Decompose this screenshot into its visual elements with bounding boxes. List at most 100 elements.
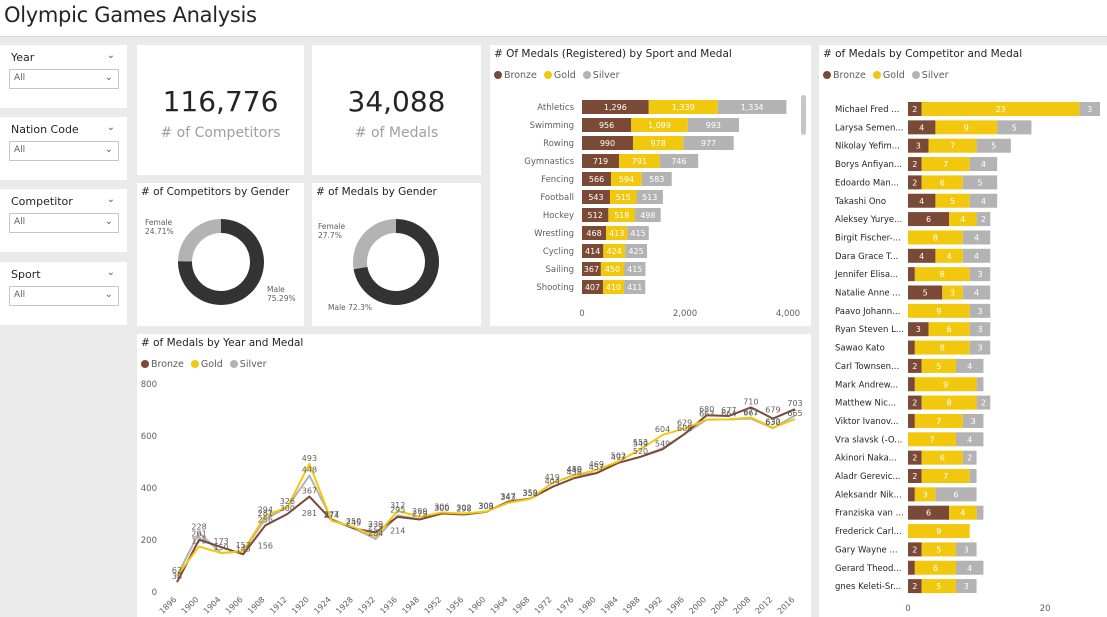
bar-bronze[interactable] xyxy=(908,542,922,557)
bar-silver[interactable] xyxy=(636,190,663,204)
bar-gold[interactable] xyxy=(602,280,625,294)
medals-by-year-chart[interactable]: # of Medals by Year and Medal Bronze Gol… xyxy=(137,334,811,617)
bar-gold[interactable] xyxy=(606,226,628,240)
donut-slice-female[interactable] xyxy=(353,219,396,270)
legend-bronze[interactable]: Bronze xyxy=(141,359,184,370)
chevron-down-icon[interactable]: ⌄ xyxy=(104,72,113,83)
bar-gold[interactable] xyxy=(921,469,970,483)
bar-gold[interactable] xyxy=(949,212,977,227)
bar-silver[interactable] xyxy=(624,280,646,294)
bar-gold[interactable] xyxy=(608,208,636,222)
bar-silver[interactable] xyxy=(962,248,991,263)
bar-gold[interactable] xyxy=(600,262,625,276)
bar-bronze[interactable] xyxy=(582,136,633,150)
bar-gold[interactable] xyxy=(921,395,977,410)
bar-silver[interactable] xyxy=(997,120,1032,135)
bar-silver[interactable] xyxy=(956,560,984,575)
competitors-by-gender-chart[interactable]: # of Competitors by Gender Female 24.71% M… xyxy=(137,183,304,326)
chevron-down-icon[interactable]: ⌄ xyxy=(106,194,115,205)
bar-bronze[interactable] xyxy=(908,377,915,392)
donut-slice-male[interactable] xyxy=(353,219,439,305)
chevron-down-icon[interactable]: ⌄ xyxy=(104,216,113,227)
bar-bronze[interactable] xyxy=(908,193,936,208)
bar-bronze[interactable] xyxy=(582,280,603,294)
line-silver[interactable] xyxy=(176,414,796,577)
bar-bronze[interactable] xyxy=(908,138,929,153)
bar-bronze[interactable] xyxy=(908,358,922,373)
bar-silver[interactable] xyxy=(962,285,991,300)
stacked-bar-chart[interactable]: Athletics 1,296 1,339 1,334 Swimming 956 1,099… xyxy=(490,45,811,326)
bar-silver[interactable] xyxy=(627,226,649,240)
bar-gold[interactable] xyxy=(914,377,977,392)
bar-bronze[interactable] xyxy=(908,120,936,135)
bar-silver[interactable] xyxy=(935,487,977,502)
bar-gold[interactable] xyxy=(942,285,963,300)
bar-gold[interactable] xyxy=(921,175,963,190)
bar-silver[interactable] xyxy=(962,450,977,465)
bar-bronze[interactable] xyxy=(582,190,610,204)
bar-bronze[interactable] xyxy=(908,579,922,594)
bar-silver[interactable] xyxy=(969,157,998,172)
bar-silver[interactable] xyxy=(659,154,699,168)
bar-silver[interactable] xyxy=(969,267,991,282)
chevron-down-icon[interactable]: ⌄ xyxy=(106,267,115,278)
bar-bronze[interactable] xyxy=(582,100,649,114)
legend-bronze[interactable]: Bronze xyxy=(494,70,537,81)
bar-silver[interactable] xyxy=(962,175,998,190)
bar-bronze[interactable] xyxy=(582,154,620,168)
bar-silver[interactable] xyxy=(956,579,977,594)
legend-silver[interactable]: Silver xyxy=(229,359,266,370)
donut-slice-male[interactable] xyxy=(178,219,264,305)
legend-silver[interactable]: Silver xyxy=(582,70,619,81)
bar-gold[interactable] xyxy=(935,248,963,263)
bar-gold[interactable] xyxy=(648,100,718,114)
line-gold[interactable] xyxy=(176,416,796,577)
bar-gold[interactable] xyxy=(908,303,970,318)
bar-gold[interactable] xyxy=(914,487,936,502)
bar-silver[interactable] xyxy=(956,432,984,447)
bar-gold[interactable] xyxy=(928,138,977,153)
bar-bronze[interactable] xyxy=(908,413,915,428)
medals-by-sport-chart[interactable]: # Of Medals (Registered) by Sport and Me… xyxy=(490,45,811,326)
bar-bronze[interactable] xyxy=(908,487,915,502)
bar-silver[interactable] xyxy=(956,542,977,557)
donut-slice-female[interactable] xyxy=(178,219,221,262)
bar-silver[interactable] xyxy=(717,100,787,114)
chevron-down-icon[interactable]: ⌄ xyxy=(106,50,115,61)
bar-silver[interactable] xyxy=(624,262,646,276)
bar-gold[interactable] xyxy=(921,358,956,373)
bar-silver[interactable] xyxy=(969,340,991,355)
bar-silver[interactable] xyxy=(976,377,984,392)
legend-gold[interactable]: Gold xyxy=(543,70,576,81)
bar-silver[interactable] xyxy=(969,469,977,483)
bar-gold[interactable] xyxy=(921,450,963,465)
bar-silver[interactable] xyxy=(969,303,991,318)
bar-silver[interactable] xyxy=(962,230,991,245)
bar-bronze[interactable] xyxy=(908,469,922,483)
bar-silver[interactable] xyxy=(956,358,984,373)
bar-gold[interactable] xyxy=(914,560,956,575)
bar-bronze[interactable] xyxy=(908,560,915,575)
bar-bronze[interactable] xyxy=(582,262,601,276)
bar-bronze[interactable] xyxy=(908,340,915,355)
legend-gold[interactable]: Gold xyxy=(872,70,905,81)
bar-bronze[interactable] xyxy=(582,118,632,132)
bar-bronze[interactable] xyxy=(582,244,604,258)
slicer-sport[interactable]: Sport ⌄ All ⌄ xyxy=(0,262,127,325)
bar-bronze[interactable] xyxy=(908,157,922,172)
bar-gold[interactable] xyxy=(908,432,956,447)
bar-bronze[interactable] xyxy=(908,285,943,300)
chevron-down-icon[interactable]: ⌄ xyxy=(104,289,113,300)
bar-bronze[interactable] xyxy=(582,172,612,186)
bar-silver[interactable] xyxy=(635,208,661,222)
bar-gold[interactable] xyxy=(935,120,998,135)
bar-gold[interactable] xyxy=(949,505,977,520)
bar-gold[interactable] xyxy=(908,230,963,245)
bar-silver[interactable] xyxy=(969,322,991,337)
bar-silver[interactable] xyxy=(687,118,739,132)
legend-gold[interactable]: Gold xyxy=(190,359,223,370)
bar-silver[interactable] xyxy=(625,244,648,258)
bar-gold[interactable] xyxy=(609,190,637,204)
